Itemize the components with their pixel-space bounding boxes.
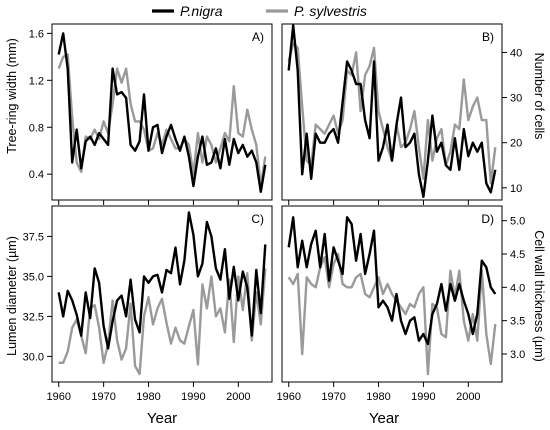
y-tick-label: 5.0 (510, 216, 525, 228)
series-line-p-sylvestris (58, 268, 267, 376)
y-tick-label: 40 (510, 47, 522, 59)
panel-label: B) (482, 30, 494, 44)
plot-frame (281, 205, 503, 383)
x-axis-label-left: Year (147, 410, 177, 427)
x-tick-label: 2000 (456, 391, 480, 403)
y-tick-label: 37.5 (23, 231, 44, 243)
y-tick-label: 3.0 (510, 349, 525, 361)
y-tick-label: 30 (510, 93, 522, 105)
y-tick-label: 0.4 (29, 169, 44, 181)
y-tick-label: 4.0 (510, 282, 525, 294)
x-tick-label: 1980 (136, 391, 160, 403)
panel-label: C) (251, 212, 264, 226)
panel-label: A) (252, 30, 264, 44)
series-line-p-nigra (287, 216, 497, 346)
series-line-p-sylvestris (287, 42, 497, 185)
y-tick-label: 10 (510, 183, 522, 195)
y-axis-label-cell-wall-thickness: Cell wall thickness (µm) (532, 230, 546, 362)
legend: P.nigra P. sylvestris (152, 3, 367, 19)
panel-c: C) 1960 1970 1980 1990 2000 30.0 32.5 35.0 37.5 (23, 205, 273, 403)
legend-label-p-nigra: P.nigra (180, 3, 223, 19)
y-tick-label: 0.8 (29, 122, 44, 134)
x-tick-label: 1990 (411, 391, 435, 403)
series-line-p-sylvestris (57, 53, 267, 188)
panel-b: B) 10 20 30 40 (281, 23, 522, 205)
plot-frame (51, 205, 273, 383)
x-tick-label: 1970 (321, 391, 345, 403)
y-tick-label: 3.5 (510, 316, 525, 328)
panel-a: A) 0.4 0.8 1.2 1.6 (29, 23, 273, 205)
panel-label: D) (481, 212, 494, 226)
y-tick-label: 32.5 (23, 311, 44, 323)
x-tick-label: 1970 (91, 391, 115, 403)
y-tick-label: 1.2 (29, 75, 44, 87)
series-line-p-nigra (57, 211, 267, 350)
x-tick-label: 1960 (276, 391, 300, 403)
x-tick-label: 2000 (226, 391, 250, 403)
y-tick-label: 20 (510, 138, 522, 150)
y-axis-label-lumen-diameter: Lumen diameter (µm) (5, 236, 19, 356)
y-tick-label: 1.6 (29, 28, 44, 40)
legend-label-p-sylvestris: P. sylvestris (294, 3, 367, 19)
y-tick-label: 4.5 (510, 249, 525, 261)
x-tick-label: 1990 (181, 391, 205, 403)
y-axis-label-number-of-cells: Number of cells (532, 53, 546, 140)
series-line-p-nigra (287, 24, 497, 199)
x-tick-label: 1980 (366, 391, 390, 403)
y-axis-label-tree-ring-width: Tree-ring width (mm) (5, 38, 19, 154)
y-tick-label: 35.0 (23, 271, 44, 283)
plot-frame (281, 23, 503, 201)
series-line-p-nigra (57, 32, 267, 194)
y-tick-label: 30.0 (23, 351, 44, 363)
panel-d: D) 1960 1970 1980 1990 2000 3.0 3.5 4.0 4.5 5.0 (276, 205, 525, 403)
plot-frame (51, 23, 273, 201)
x-axis-label-right: Year (369, 410, 399, 427)
x-tick-label: 1960 (46, 391, 70, 403)
